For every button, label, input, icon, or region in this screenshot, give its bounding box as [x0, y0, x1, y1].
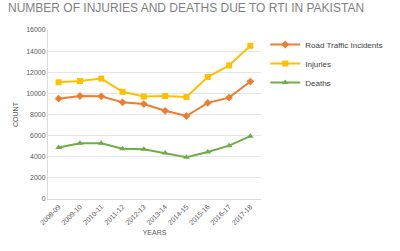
svg-text:2017-18: 2017-18: [230, 203, 253, 226]
svg-text:16000: 16000: [26, 26, 46, 33]
svg-text:2015-16: 2015-16: [188, 203, 211, 226]
svg-text:COUNT: COUNT: [12, 101, 19, 127]
svg-text:14000: 14000: [26, 48, 46, 55]
svg-text:NUMBER OF INJURIES AND DEATHS: NUMBER OF INJURIES AND DEATHS DUE TO RTI…: [8, 1, 364, 15]
svg-text:8000: 8000: [30, 111, 46, 118]
svg-text:2014-15: 2014-15: [167, 203, 190, 226]
svg-text:2009-10: 2009-10: [60, 203, 83, 226]
svg-text:Road Traffic Incidents: Road Traffic Incidents: [305, 41, 382, 50]
svg-text:12000: 12000: [26, 69, 46, 76]
svg-text:2000: 2000: [30, 174, 46, 181]
svg-text:YEARS: YEARS: [143, 229, 167, 236]
svg-text:0: 0: [42, 195, 46, 202]
svg-text:2010-11: 2010-11: [82, 203, 105, 226]
svg-text:2011-12: 2011-12: [103, 203, 126, 226]
svg-text:2012-13: 2012-13: [124, 203, 147, 226]
svg-text:2013-14: 2013-14: [145, 203, 168, 226]
svg-text:4000: 4000: [30, 153, 46, 160]
svg-text:Deaths: Deaths: [305, 79, 330, 88]
svg-text:2008-09: 2008-09: [39, 203, 62, 226]
svg-text:6000: 6000: [30, 132, 46, 139]
svg-text:Injuries: Injuries: [305, 60, 331, 69]
svg-text:2016-17: 2016-17: [209, 203, 232, 226]
svg-text:10000: 10000: [26, 90, 46, 97]
